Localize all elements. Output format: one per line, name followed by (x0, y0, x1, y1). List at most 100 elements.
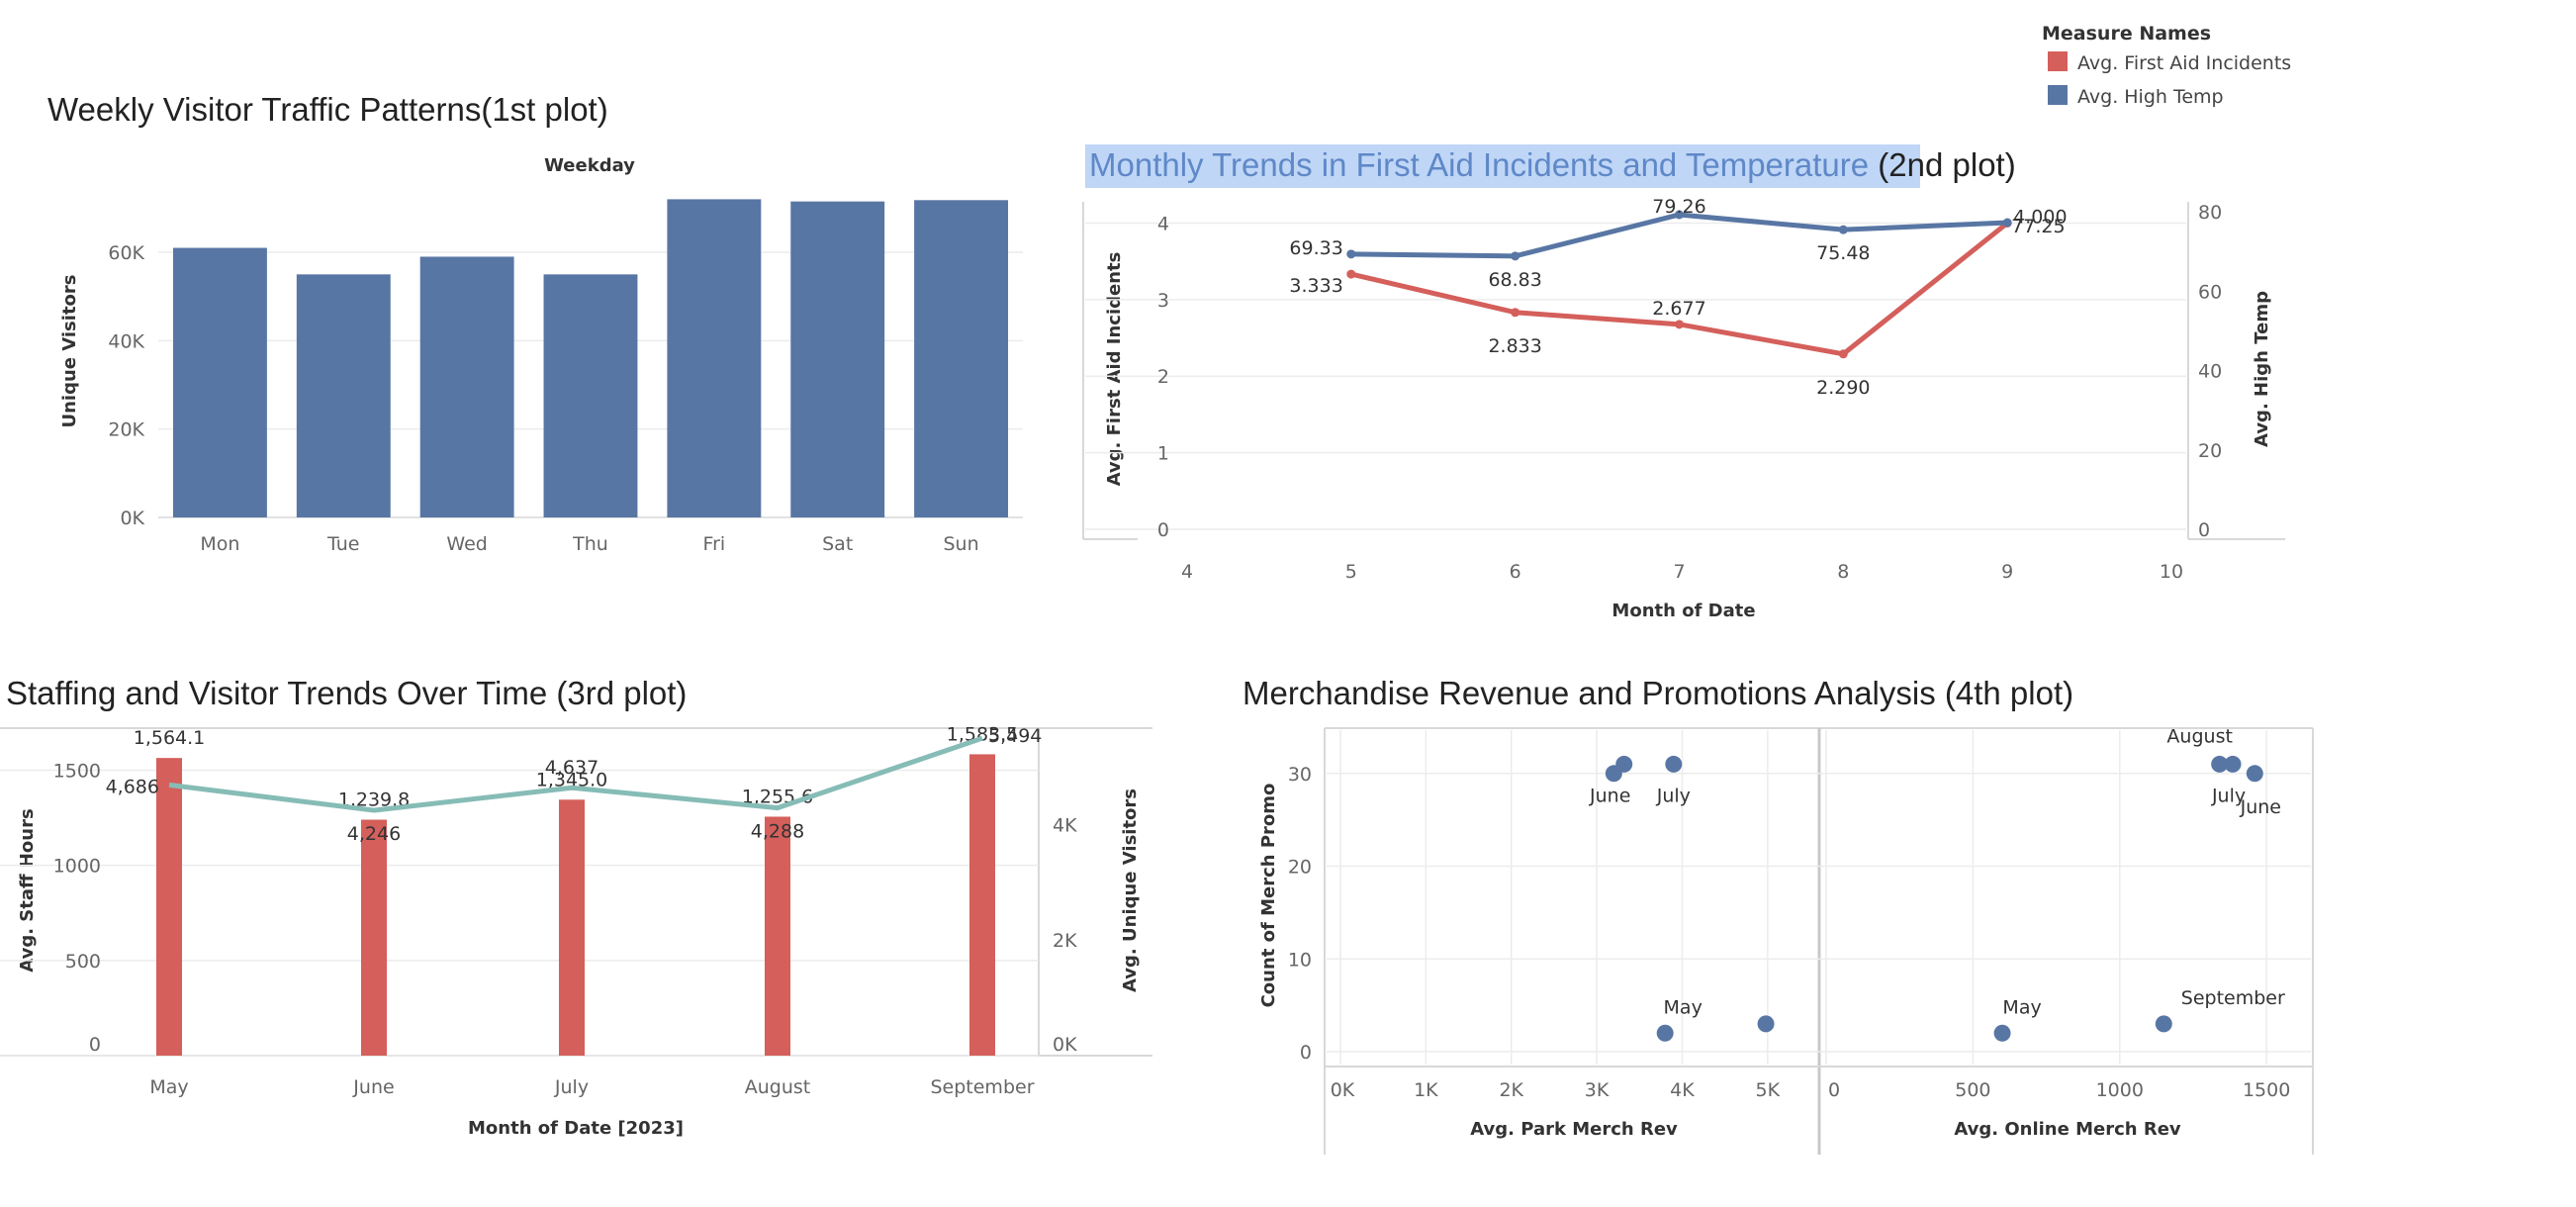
chart2-point (1346, 269, 1356, 279)
chart2-point (1838, 349, 1848, 359)
chart2-point (2002, 218, 2012, 228)
chart4-xtick-label: 0 (1828, 1079, 1840, 1101)
chart4-point (2155, 1015, 2172, 1033)
legend-title: Measure Names (2042, 23, 2211, 45)
chart4-xtick-label: 4K (1670, 1079, 1695, 1101)
weekly-visitor-chart: Weekly Visitor Traffic Patterns(1st plot… (47, 91, 1023, 555)
chart3-ytick-right: 4K (1053, 814, 1077, 836)
chart3-ylabel-left: Avg. Staff Hours (17, 808, 38, 972)
chart1-title: Weekly Visitor Traffic Patterns(1st plot… (47, 91, 608, 128)
chart2-ytick-right: 80 (2198, 202, 2222, 224)
chart3-bar-july (559, 799, 585, 1056)
chart2-xtick-label: 6 (1510, 561, 1521, 583)
chart3-visitors-line (168, 735, 983, 813)
chart3-xtick-label: May (149, 1076, 188, 1098)
chart2-xtick-label: 10 (2160, 561, 2183, 583)
chart1-bar-sat (790, 201, 885, 517)
chart4-point (1656, 1024, 1674, 1042)
chart4-point (2246, 765, 2263, 783)
chart4-ylabel: Count of Merch Promo (1258, 784, 1279, 1008)
chart1-xtick-label: Wed (446, 533, 487, 555)
chart1-xtick-label: Thu (572, 533, 608, 555)
chart3-bar-may (156, 758, 182, 1056)
chart3-ytick-right: 2K (1053, 930, 1077, 952)
chart2-ytick-right: 40 (2198, 361, 2222, 383)
chart2-ytick-left: 2 (1157, 366, 1169, 388)
chart2-point (1675, 320, 1684, 329)
chart2-title-main: Monthly Trends in First Aid Incidents an… (1089, 146, 1869, 183)
legend-item-high-temp: Avg. High Temp (2077, 86, 2224, 108)
legend-swatch-first-aid (2048, 51, 2068, 71)
chart1-bar-tue (296, 274, 391, 517)
chart2-ytick-left: 4 (1157, 213, 1169, 234)
chart1-ytick-label: 40K (108, 330, 144, 352)
chart2-ytick-right: 0 (2198, 519, 2210, 541)
chart2-data-label: 2.833 (1488, 335, 1541, 357)
chart2-line-high-temp (1350, 212, 2008, 259)
chart1-xtick-label: Tue (326, 533, 359, 555)
chart3-xtick-label: July (554, 1076, 589, 1098)
chart2-xtick-label: 4 (1181, 561, 1193, 583)
chart3-ytick-left: 0 (89, 1034, 101, 1056)
chart4-point-label: May (1664, 996, 1702, 1018)
chart3-bar-september (969, 754, 995, 1056)
chart3-bar-august (765, 816, 790, 1056)
chart2-xtick-label: 8 (1837, 561, 1849, 583)
chart2-data-label: 79.26 (1652, 196, 1705, 218)
chart4-point (1615, 755, 1633, 773)
chart3-bar-label: 1,583.5 (947, 723, 1019, 745)
chart2-ylabel-left: Avg. First Aid Incidents (1104, 252, 1125, 487)
chart3-line-label: 4,686 (106, 776, 159, 797)
chart2-point (1511, 251, 1520, 261)
chart2-title-suffix: (2nd plot) (1869, 146, 2016, 183)
chart3-xlabel: Month of Date [2023] (468, 1118, 684, 1139)
chart2-ytick-right: 60 (2198, 281, 2222, 303)
legend: Measure Names Avg. First Aid Incidents A… (2042, 23, 2291, 108)
monthly-trends-chart: Monthly Trends in First Aid Incidents an… (1082, 144, 2285, 621)
chart2-data-label: 75.48 (1816, 242, 1870, 264)
chart2-data-label: 69.33 (1289, 237, 1342, 259)
chart1-bar-thu (543, 274, 638, 517)
staffing-visitor-chart: Staffing and Visitor Trends Over Time (3… (0, 675, 1152, 1139)
chart4-point (1665, 755, 1683, 773)
chart4-title: Merchandise Revenue and Promotions Analy… (1242, 675, 2073, 711)
chart4-point-label: September (2181, 987, 2285, 1009)
chart1-ylabel: Unique Visitors (59, 274, 80, 427)
chart4-xlabel-online: Avg. Online Merch Rev (1954, 1119, 2181, 1140)
chart4-xtick-label: 500 (1955, 1079, 1990, 1101)
chart3-bar-label: 1,564.1 (134, 727, 206, 749)
chart4-point (1757, 1015, 1775, 1033)
chart3-bar-label: 1,345.0 (536, 769, 608, 790)
legend-swatch-high-temp (2048, 85, 2068, 105)
chart2-data-label: 2.290 (1816, 377, 1870, 399)
chart2-ytick-left: 1 (1157, 443, 1169, 465)
chart3-xtick-label: June (352, 1076, 394, 1098)
chart4-point (1993, 1024, 2011, 1042)
chart4-ytick-label: 20 (1288, 857, 1312, 879)
chart3-xtick-label: August (745, 1076, 811, 1098)
chart4-ytick-label: 10 (1288, 949, 1312, 971)
chart3-bar-label: 1,239.8 (338, 789, 411, 811)
chart4-xtick-label: 5K (1756, 1079, 1781, 1101)
chart2-data-label: 3.333 (1289, 275, 1342, 297)
chart2-data-label: 4.000 (2013, 206, 2067, 228)
chart2-xtick-label: 9 (2001, 561, 2013, 583)
chart1-bar-mon (172, 247, 267, 518)
chart3-title: Staffing and Visitor Trends Over Time (3… (6, 675, 687, 711)
chart4-xtick-label: 3K (1585, 1079, 1610, 1101)
chart1-xtick-label: Mon (200, 533, 239, 555)
chart4-ytick-label: 30 (1288, 764, 1312, 786)
chart2-data-label: 2.677 (1652, 298, 1705, 320)
chart2-data-label: 68.83 (1488, 269, 1541, 291)
chart4-xtick-label: 1500 (2243, 1079, 2290, 1101)
chart4-xlabel-park: Avg. Park Merch Rev (1470, 1119, 1678, 1140)
chart4-point (2224, 755, 2242, 773)
chart1-column-header: Weekday (544, 155, 635, 176)
chart4-point-label: July (1656, 785, 1691, 806)
chart2-ylabel-right: Avg. High Temp (2252, 291, 2272, 447)
chart4-point-label: June (1589, 785, 1630, 806)
chart1-xtick-label: Sat (822, 533, 853, 555)
chart3-line-label: 5,494 (988, 725, 1042, 747)
chart3-ytick-right: 0K (1053, 1034, 1077, 1056)
chart3-ytick-left: 1000 (53, 856, 101, 878)
